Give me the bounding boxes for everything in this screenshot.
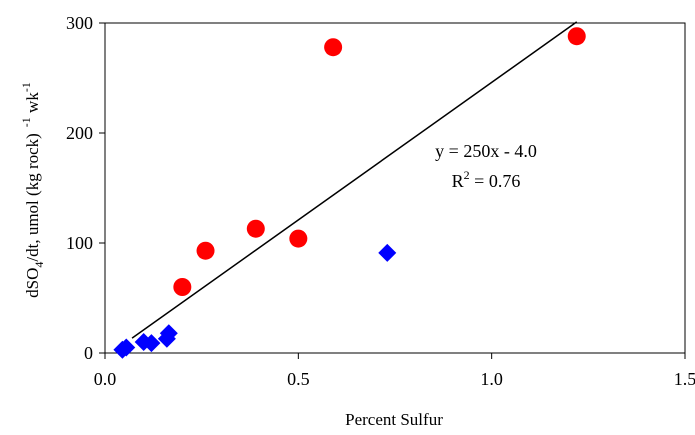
y-tick-label: 100 [66, 233, 93, 253]
y-title-rest: /dt, umol (kg rock) [23, 133, 42, 261]
data-point-circle [173, 278, 192, 296]
x-axis-tick-labels: 0.0 0.5 1.0 1.5 [94, 353, 695, 389]
y-title-sub: 4 [32, 262, 46, 268]
y-tick-label: 300 [66, 13, 93, 33]
data-point-circle [289, 229, 308, 248]
data-points [113, 27, 586, 359]
y-title-sup1: -1 [19, 117, 33, 127]
equation-label: y = 250x - 4.0 [435, 141, 537, 161]
y-axis-tick-labels: 0 100 200 300 [66, 13, 105, 363]
y-title-base: dSO [23, 268, 42, 298]
data-point-diamond [142, 334, 161, 353]
plot-area-frame [104, 22, 686, 354]
x-tick-label: 1.0 [480, 369, 503, 389]
data-point-circle [324, 38, 343, 57]
y-tick-label: 0 [84, 343, 93, 363]
data-point-diamond [117, 338, 136, 357]
x-axis-title: Percent Sulfur [345, 410, 443, 429]
r-squared-sup: 2 [464, 168, 470, 182]
x-tick-label: 0.5 [287, 369, 310, 389]
data-point-circle [567, 27, 586, 46]
trendline [131, 21, 578, 339]
data-point-circle [196, 241, 215, 260]
x-tick-label: 1.5 [674, 369, 695, 389]
y-title-sup2: -1 [19, 82, 33, 92]
x-tick-label: 0.0 [94, 369, 117, 389]
y-title-rest2: wk [23, 92, 42, 118]
r-squared-r: R [452, 171, 464, 191]
r-squared-value: = 0.76 [470, 171, 521, 191]
y-axis-title: dSO4/dt, umol (kg rock) -1 wk-1 [19, 82, 46, 298]
data-point-diamond [378, 243, 397, 262]
y-tick-label: 200 [66, 123, 93, 143]
data-point-diamond [159, 324, 178, 343]
data-point-circle [246, 219, 265, 238]
r-squared-label: R2 = 0.76 [452, 168, 521, 191]
